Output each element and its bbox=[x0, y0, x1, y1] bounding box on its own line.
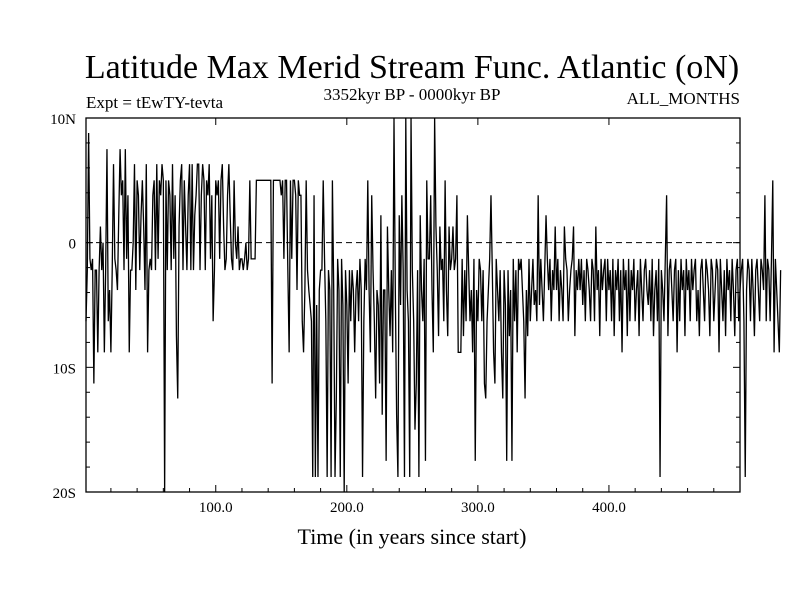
chart-subtitle-center: 3352kyr BP - 0000kyr BP bbox=[324, 85, 501, 104]
chart-subtitle-right: ALL_MONTHS bbox=[627, 89, 740, 108]
x-tick-label-200: 200.0 bbox=[330, 500, 364, 516]
x-tick-label-100: 100.0 bbox=[199, 500, 233, 516]
y-tick-label-10S: 10S bbox=[53, 361, 76, 377]
plot-area bbox=[85, 117, 782, 493]
plot-frame bbox=[85, 117, 741, 493]
y-tick-label-20S: 20S bbox=[53, 486, 76, 502]
series-line bbox=[85, 117, 782, 493]
y-tick-label-0: 0 bbox=[69, 237, 77, 253]
y-tick-label-10N: 10N bbox=[50, 112, 76, 128]
chart-subtitle-left: Expt = tEwTY-tevta bbox=[86, 93, 224, 112]
x-axis-label: Time (in years since start) bbox=[298, 524, 527, 549]
chart-title: Latitude Max Merid Stream Func. Atlantic… bbox=[85, 49, 739, 86]
x-tick-label-300: 300.0 bbox=[461, 500, 495, 516]
y-axis-ticks: 10N 0 10S 20S bbox=[50, 112, 740, 502]
x-axis-ticks: 100.0 200.0 300.0 400.0 bbox=[110, 118, 715, 516]
x-tick-label-400: 400.0 bbox=[592, 500, 626, 516]
